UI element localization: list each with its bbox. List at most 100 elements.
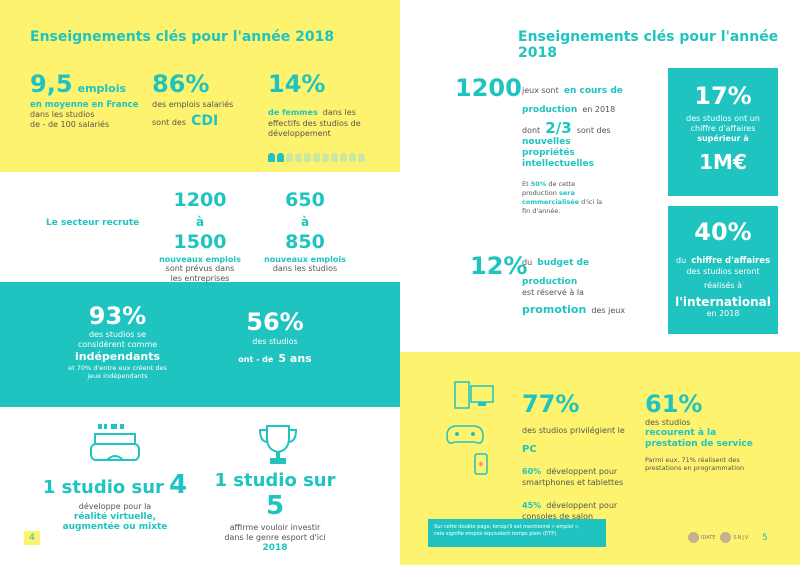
stat-vr-h2: augmentée ou mixte [62, 522, 168, 532]
stat-pc: 77% des studios privilégient le PC 60% d… [522, 390, 642, 522]
box2-line2: réalisés à [703, 281, 743, 290]
prod-line1: jeux sont [522, 86, 559, 95]
comm-l1c: de cette [548, 180, 576, 188]
stat-age-highlight: 5 ans [278, 352, 312, 365]
comm-l3b: d'ici la [581, 198, 603, 206]
person-icon [268, 153, 275, 162]
stat-age: 56% des studios ont - de 5 ans [225, 308, 325, 366]
stat-women-number: 14% [268, 70, 326, 98]
stat-women-line3: développement [268, 129, 331, 138]
ip-pre: dont [522, 126, 541, 135]
stat-cdi-line1: des emplois salariés [152, 100, 234, 109]
person-icon [331, 153, 338, 162]
promo-post: des jeux [591, 306, 626, 315]
person-icon [340, 153, 347, 162]
recrute-b-a: à [300, 215, 310, 229]
devices-icon [446, 381, 494, 475]
stat-presta: 61% des studios recourent à la prestatio… [645, 390, 775, 472]
stat-vr-h1: réalité virtuelle, [73, 512, 157, 522]
stat-women: 14% de femmes dans les effectifs des stu… [268, 70, 378, 166]
pc-a2: smartphones et tablettes [522, 478, 624, 487]
comm-l3: commercialisée [522, 198, 580, 206]
prod-line2: en 2018 [582, 105, 616, 114]
promo-line1: est réservé à la [522, 288, 584, 297]
stat-box-revenue: 17% des studios ont un chiffre d'affaire… [668, 68, 778, 196]
recrute-a-line2: les entreprises [170, 274, 230, 283]
stat-jobs-number: 9,5 [30, 70, 73, 98]
recrute-b: 650 à 850 nouveaux emplois dans les stud… [255, 190, 355, 274]
pc-b-pct: 45% [522, 501, 542, 510]
left-yellow-band [0, 0, 400, 172]
presta-l1: Parmi eux, 71% réalisent des [645, 456, 740, 464]
footnote-l1: Sur cette double page, lorsqu'il est men… [434, 524, 580, 530]
stat-esport-headline-a: 1 studio sur [214, 470, 336, 491]
pc-a1: développent pour [546, 467, 618, 476]
comm-l4: fin d'année. [522, 207, 561, 215]
prod-text: jeux sont en cours de production en 2018 [522, 78, 632, 116]
box2-big: l'international [675, 295, 771, 309]
comm-l2a: production [522, 189, 557, 197]
right-page-title: Enseignements clés pour l'année 2018 [518, 29, 779, 61]
stat-indep: 93% des studios se considèrent comme ind… [55, 302, 180, 380]
stat-age-line1: des studios [252, 337, 298, 346]
recrute-b-line1: dans les studios [272, 264, 338, 273]
pc-b1: développent pour [546, 501, 618, 510]
stat-indep-line3: et 70% d'entre eux créent des [68, 364, 167, 372]
stat-vr-headline-a: 1 studio sur [42, 477, 164, 498]
recrute-a-n1: 1200 [173, 189, 227, 211]
pc-line1: des studios privilégient le [522, 426, 625, 435]
ip-text: dont 2/3 sont des nouvelles propriétés i… [522, 118, 632, 170]
person-icon [295, 153, 302, 162]
recrute-label: Le secteur recrute [46, 218, 140, 228]
logos: IDATE SNJV [688, 532, 749, 543]
recrute-a: 1200 à 1500 nouveaux emplois sont prévus… [150, 190, 250, 284]
pc-a-pct: 60% [522, 467, 542, 476]
recrute-b-n1: 650 [285, 189, 325, 211]
pc-b2: consoles de salon [522, 512, 594, 521]
stat-esport: 1 studio sur 5 affirme vouloir investir … [205, 470, 345, 553]
stat-jobs-line3: de - de 100 salariés [30, 120, 110, 129]
comm-l1a: Et [522, 180, 529, 188]
ip-number: 2/3 [545, 119, 572, 137]
stat-women-line2: effectifs des studios de [268, 119, 361, 128]
stat-jobs-line2: dans les studios [30, 110, 95, 119]
left-bottom-band [0, 407, 400, 565]
vr-headset-icon [90, 424, 140, 461]
presta-l2: prestations en programmation [645, 464, 745, 472]
prod-number: 1200 [455, 74, 522, 102]
recrute-a-bold: nouveaux emplois [159, 255, 241, 264]
stat-indep-number: 93% [88, 302, 147, 330]
box1-bold: supérieur à [697, 134, 749, 143]
person-icon [322, 153, 329, 162]
stat-vr-headline-b: 4 [169, 470, 188, 500]
presta-h2: prestation de service [645, 439, 753, 449]
stat-cdi: 86% des emplois salariés sont des CDI [152, 70, 262, 129]
stat-cdi-highlight: CDI [191, 113, 219, 129]
presta-h1: recourent à la [645, 428, 717, 438]
stat-age-number: 56% [246, 308, 304, 336]
stat-women-line1: dans les [322, 108, 356, 117]
person-icon [277, 153, 284, 162]
person-icon [286, 153, 293, 162]
presta-number: 61% [645, 390, 703, 418]
promo-number: 12% [470, 252, 528, 280]
person-icon [349, 153, 356, 162]
stat-esport-line1: affirme vouloir investir [229, 523, 321, 532]
box1-line1: des studios ont un [686, 114, 760, 123]
stat-jobs-line1: en moyenne en France [30, 100, 139, 110]
ip-h1: nouvelles [522, 137, 571, 147]
recrute-a-line1: sont prévus dans [165, 264, 235, 273]
stat-cdi-number: 86% [152, 70, 210, 98]
box2-line1: des studios seront [686, 267, 760, 276]
stat-indep-highlight: indépendants [74, 350, 161, 363]
idate-logo-text: IDATE [701, 534, 716, 541]
box1-big: 1M€ [699, 150, 747, 174]
left-white-band [0, 172, 400, 282]
recrute-b-bold: nouveaux emplois [264, 255, 346, 264]
stat-esport-headline-b: 5 [265, 491, 285, 521]
stat-cdi-line2: sont des [152, 118, 186, 127]
stat-vr-line1: développe pour la [78, 502, 152, 511]
page-number-right: 5 [762, 533, 768, 543]
stat-esport-highlight: 2018 [262, 543, 288, 553]
promo-h2: promotion [522, 303, 587, 316]
